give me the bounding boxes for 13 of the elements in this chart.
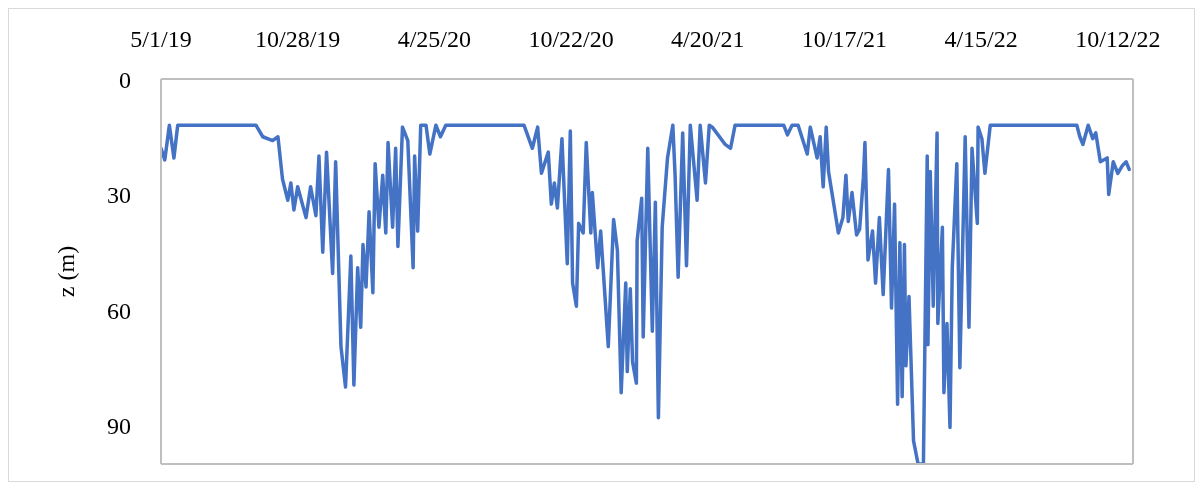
- y-tick-label: 0: [119, 66, 131, 93]
- x-tick-label: 4/20/21: [671, 26, 745, 52]
- x-tick-label: 10/17/21: [801, 26, 888, 52]
- y-tick-label: 30: [107, 182, 131, 209]
- x-tick-label: 5/1/19: [130, 26, 192, 52]
- x-tick-label: 10/22/20: [528, 26, 614, 52]
- x-tick-label: 4/15/22: [944, 26, 1018, 52]
- y-tick-label: 60: [107, 297, 131, 324]
- x-tick-label: 10/28/19: [255, 26, 341, 52]
- y-tick-label: 90: [107, 413, 131, 440]
- x-tick-label: 4/25/20: [397, 26, 472, 52]
- y-axis-title: z (m): [52, 245, 79, 298]
- x-tick-label: 10/12/22: [1075, 26, 1161, 52]
